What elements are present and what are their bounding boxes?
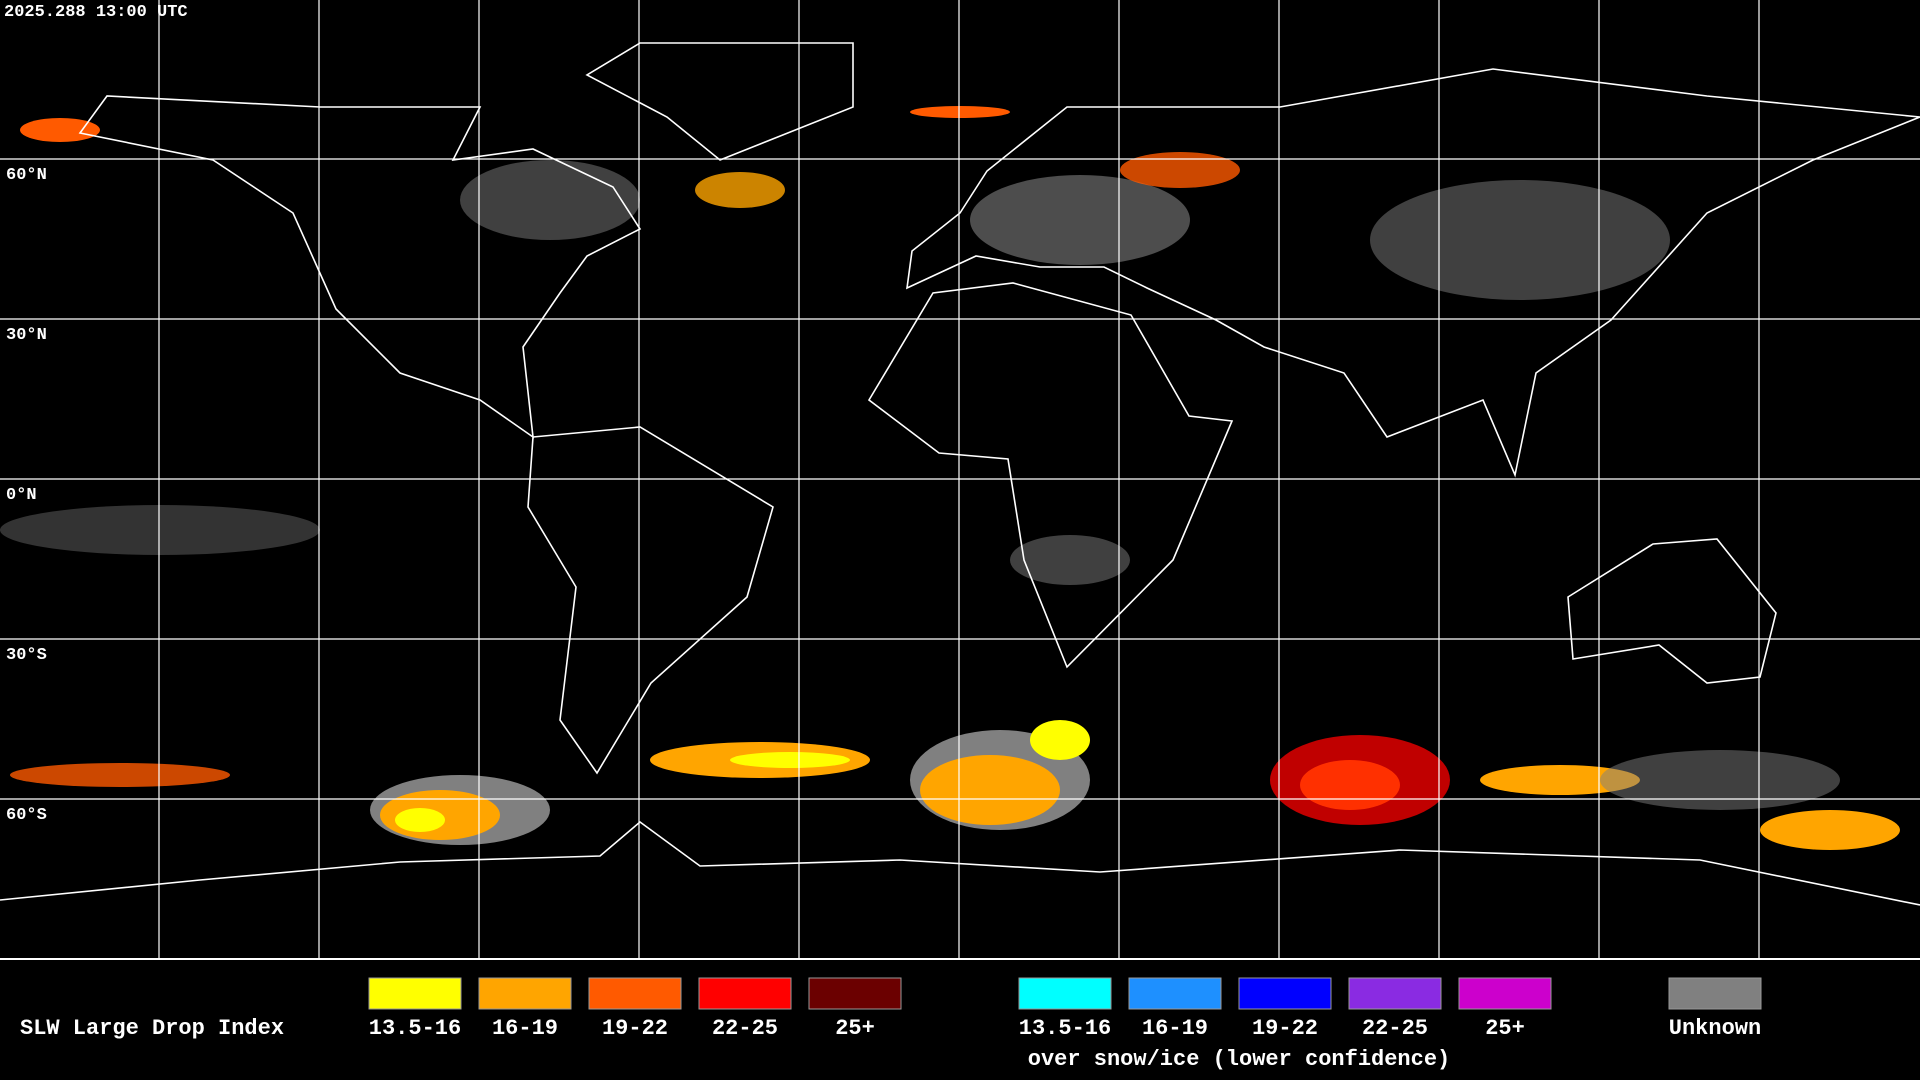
legend-swatch bbox=[1128, 977, 1222, 1010]
snow-note: over snow/ice (lower confidence) bbox=[1028, 1047, 1450, 1072]
legend-swatch bbox=[1348, 977, 1442, 1010]
legend-swatch bbox=[808, 977, 902, 1010]
legend-label: 16-19 bbox=[1142, 1016, 1208, 1041]
latitude-label: 60°S bbox=[6, 806, 47, 825]
latitude-label: 0°N bbox=[6, 486, 37, 505]
legend-label: 13.5-16 bbox=[369, 1016, 461, 1041]
legend-swatch bbox=[1458, 977, 1552, 1010]
legend-swatch bbox=[368, 977, 462, 1010]
legend-label: 25+ bbox=[835, 1016, 875, 1041]
legend: SLW Large Drop Index over snow/ice (lowe… bbox=[20, 977, 1762, 1072]
legend-label: Unknown bbox=[1669, 1016, 1761, 1041]
legend-swatch bbox=[588, 977, 682, 1010]
legend-label: 19-22 bbox=[1252, 1016, 1318, 1041]
graticule: 60°N 30°N 0°N 30°S 60°S bbox=[0, 0, 1920, 958]
legend-swatch bbox=[1018, 977, 1112, 1010]
legend-label: 22-25 bbox=[1362, 1016, 1428, 1041]
coastlines bbox=[0, 42, 1920, 906]
legend-label: 13.5-16 bbox=[1019, 1016, 1111, 1041]
legend-swatch bbox=[478, 977, 572, 1010]
timestamp: 2025.288 13:00 UTC bbox=[4, 3, 188, 22]
legend-label: 19-22 bbox=[602, 1016, 668, 1041]
map-border bbox=[0, 958, 1920, 960]
legend-swatch bbox=[698, 977, 792, 1010]
legend-label: 25+ bbox=[1485, 1016, 1525, 1041]
latitude-label: 60°N bbox=[6, 166, 47, 185]
latitude-label: 30°S bbox=[6, 646, 47, 665]
legend-label: 22-25 bbox=[712, 1016, 778, 1041]
legend-label: 16-19 bbox=[492, 1016, 558, 1041]
cloud-patches bbox=[0, 106, 1900, 850]
legend-title: SLW Large Drop Index bbox=[20, 1016, 284, 1041]
legend-swatch bbox=[1668, 977, 1762, 1010]
legend-swatch bbox=[1238, 977, 1332, 1010]
latitude-label: 30°N bbox=[6, 326, 47, 345]
